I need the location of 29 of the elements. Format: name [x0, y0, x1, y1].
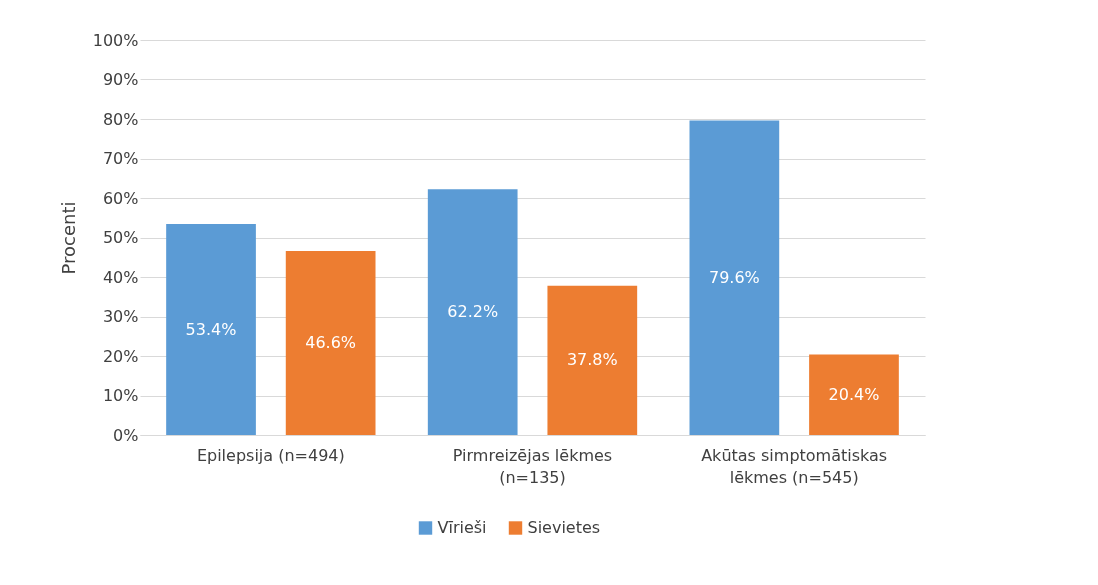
data-label: 20.4%: [828, 384, 880, 404]
bar: [285, 250, 376, 435]
y-tick-label: 80%: [102, 109, 139, 129]
y-tick-label: 30%: [102, 307, 139, 326]
bar: [547, 285, 638, 435]
y-axis-title: Procenti: [57, 201, 79, 275]
legend-label: Sievietes: [527, 518, 601, 537]
data-label: 62.2%: [447, 302, 499, 322]
y-tick-label: 40%: [102, 267, 139, 287]
bar: [689, 120, 780, 435]
y-tick-label: 100%: [92, 30, 139, 50]
x-tick-label: Epilepsija (n=494): [196, 445, 345, 465]
data-label: 46.6%: [305, 332, 357, 352]
y-tick-label: 0%: [113, 425, 139, 445]
x-tick-label: Pirmreizējas lēkmes (n=135): [452, 445, 613, 487]
data-label: 79.6%: [708, 267, 760, 287]
y-tick-label: 10%: [102, 386, 139, 405]
bar: [427, 189, 518, 435]
x-tick-label: Akūtas simptomātiskas lēkmes (n=545): [701, 445, 888, 487]
y-tick-label: 90%: [102, 70, 139, 89]
data-label: 53.4%: [185, 319, 237, 339]
y-tick-label: 50%: [102, 228, 139, 247]
legend-label: Vīrieši: [437, 518, 487, 537]
y-tick-label: 20%: [102, 346, 139, 366]
bar: [809, 354, 899, 435]
data-label: 37.8%: [566, 350, 618, 370]
y-tick-label: 70%: [102, 149, 139, 168]
y-tick-label: 60%: [102, 188, 139, 208]
bar: [166, 224, 256, 435]
